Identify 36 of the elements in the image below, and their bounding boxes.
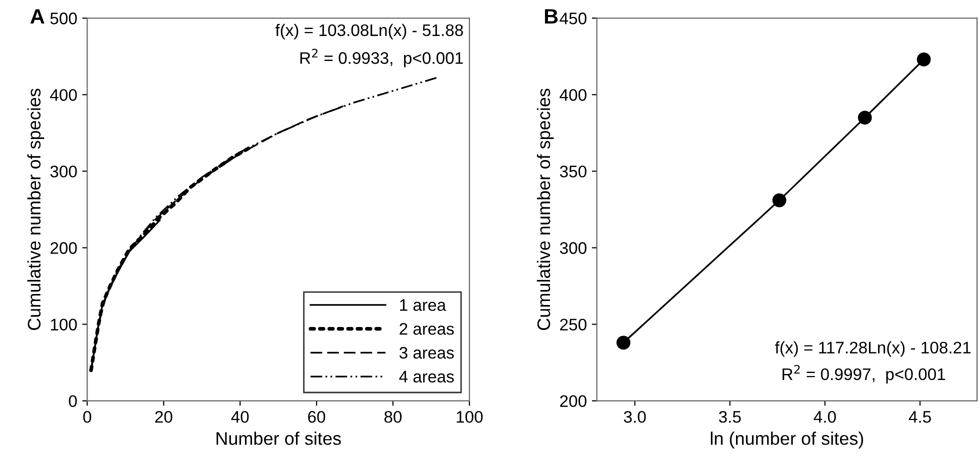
y-tick-label: 0 bbox=[68, 395, 77, 408]
chart-title: B bbox=[544, 9, 558, 24]
x-axis-title: Number of sites bbox=[216, 432, 341, 445]
x-tick-label: 3.5 bbox=[718, 410, 741, 423]
y-tick-label: 100 bbox=[50, 318, 77, 330]
y-tick-label: 300 bbox=[560, 242, 586, 254]
annotation: f(x) = 103.08Ln(x) - 51.88 bbox=[275, 24, 463, 40]
x-axis-title: ln (number of sites) bbox=[710, 432, 864, 448]
legend-label: 3 areas bbox=[399, 346, 454, 359]
y-axis-title: Cumulative number of species bbox=[27, 88, 44, 330]
x-tick-label: 60 bbox=[308, 410, 326, 423]
legend-label: 2 areas bbox=[400, 322, 454, 335]
x-tick-label: 4.5 bbox=[908, 411, 931, 423]
annotation: R$^{2}$ = 0.9997, p<0.001 bbox=[782, 364, 946, 384]
y-tick-label: 500 bbox=[50, 12, 77, 24]
annotation: f(x) = 117.28Ln(x) - 108.21 bbox=[775, 341, 971, 357]
x-tick-label: 20 bbox=[155, 410, 172, 423]
legend-label: 1 area bbox=[400, 299, 446, 311]
y-tick-label: 350 bbox=[560, 166, 586, 178]
legend-label: 4 areas bbox=[399, 370, 454, 383]
y-tick-label: 400 bbox=[560, 89, 586, 101]
x-tick-label: 100 bbox=[456, 410, 483, 423]
x-tick-label: 3.0 bbox=[624, 410, 646, 423]
y-tick-label: 200 bbox=[560, 395, 586, 408]
x-tick-label: 4.0 bbox=[814, 410, 836, 423]
x-tick-label: 0 bbox=[83, 410, 92, 423]
annotation: R$^{2}$ = 0.9933, p<0.001 bbox=[300, 48, 463, 68]
x-tick-label: 80 bbox=[384, 410, 402, 423]
x-tick-label: 40 bbox=[231, 410, 249, 423]
y-tick-label: 250 bbox=[560, 318, 586, 330]
y-tick-label: 400 bbox=[50, 89, 77, 101]
y-tick-label: 200 bbox=[50, 242, 77, 254]
chart-title: A bbox=[30, 9, 44, 24]
y-tick-label: 300 bbox=[50, 166, 77, 178]
y-axis-title: Cumulative number of species bbox=[536, 88, 554, 330]
y-tick-label: 450 bbox=[560, 12, 586, 24]
